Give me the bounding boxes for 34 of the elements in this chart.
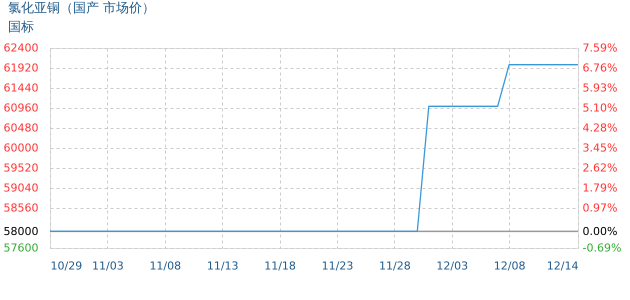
y2-tick-label: 0.00% [582, 224, 618, 238]
x-tick-label: 10/29 [50, 260, 82, 272]
y2-tick-label: -0.69% [582, 242, 622, 254]
y-tick-label: 60480 [4, 122, 38, 134]
y-tick-label: 61920 [4, 62, 38, 74]
y-tick-label: 59040 [4, 182, 38, 194]
x-tick-label: 11/08 [149, 260, 182, 272]
y2-tick-label: 5.93% [582, 82, 618, 95]
y-tick-label: 60960 [4, 102, 38, 114]
y2-tick-label: 6.76% [582, 62, 618, 75]
x-tick-label: 12/03 [436, 260, 468, 272]
y2-tick-label: 1.79% [582, 182, 618, 195]
y-tick-label: 59520 [4, 162, 38, 174]
y-tick-label: 60000 [4, 142, 38, 154]
y2-tick-label: 4.28% [582, 121, 618, 134]
x-tick-label: 12/08 [494, 260, 526, 272]
y2-tick-label: 3.45% [582, 142, 618, 154]
x-tick-label: 11/03 [92, 260, 124, 272]
y-tick-label: 58000 [4, 224, 38, 238]
y2-tick-label: 7.59% [582, 42, 618, 54]
x-tick-label: 11/18 [264, 260, 296, 272]
y-tick-label: 61440 [4, 82, 38, 94]
x-tick-label: 12/14 [546, 260, 578, 272]
y-tick-label: 62400 [4, 42, 38, 54]
x-tick-label: 11/28 [378, 260, 411, 272]
chart-subtitle: 国标 [8, 20, 34, 35]
y2-tick-label: 5.10% [582, 102, 618, 115]
x-tick-label: 11/13 [206, 260, 239, 272]
y2-tick-label: 0.97% [582, 201, 618, 214]
y-tick-label: 57600 [4, 242, 38, 254]
chart-title: 氯化亚铜（国产 市场价） [8, 1, 156, 16]
x-tick-label: 11/23 [322, 260, 354, 272]
y-tick-label: 58560 [4, 202, 38, 214]
y2-tick-label: 2.62% [582, 162, 618, 175]
